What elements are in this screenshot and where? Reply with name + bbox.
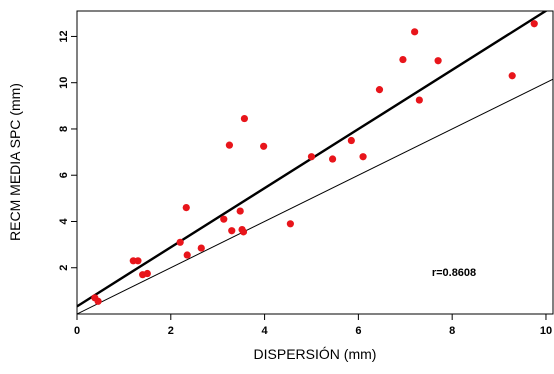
data-point [240, 114, 249, 123]
data-point [94, 297, 102, 305]
data-point [508, 72, 516, 80]
y-tick-label: 2 [58, 265, 70, 271]
y-tick-label: 12 [58, 30, 70, 42]
data-point [347, 136, 355, 145]
data-point [220, 215, 228, 223]
x-tick-label: 6 [355, 325, 361, 337]
data-point [225, 141, 234, 149]
lines-layer [77, 11, 553, 314]
data-point [260, 142, 268, 150]
data-point [182, 204, 190, 212]
data-point [239, 228, 248, 236]
data-point [197, 244, 205, 252]
y-tick-label: 10 [58, 77, 70, 89]
x-tick-label: 8 [449, 325, 455, 337]
y-tick-label: 8 [58, 126, 70, 132]
data-point [307, 153, 316, 161]
data-point [143, 269, 151, 278]
data-point [236, 207, 244, 215]
x-tick-label: 2 [168, 325, 174, 337]
data-point [183, 251, 191, 259]
data-point [399, 55, 407, 64]
y-axis-title: RECM MEDIA SPC (mm) [7, 83, 23, 241]
x-tick-label: 0 [74, 325, 80, 337]
x-tick-label: 10 [540, 325, 552, 337]
x-axis-title: DISPERSIÓN (mm) [254, 346, 377, 362]
data-point [359, 153, 367, 161]
data-point [286, 220, 294, 228]
data-point [530, 20, 538, 28]
data-point [176, 238, 184, 246]
data-point [328, 155, 337, 163]
data-point [228, 227, 236, 235]
data-point [411, 28, 419, 36]
plot-frame [76, 10, 554, 315]
x-tick-label: 4 [262, 325, 269, 337]
one-to-one-line [77, 78, 553, 314]
data-point [375, 86, 384, 94]
data-point [434, 57, 442, 65]
data-point [134, 257, 142, 265]
data-point [415, 96, 423, 104]
y-tick-label: 6 [58, 172, 70, 178]
x-axis: 0 2 4 6 8 10 [74, 314, 552, 337]
correlation-annotation: r=0.8608 [432, 267, 476, 279]
y-tick-label: 4 [58, 218, 70, 225]
y-axis: 2 4 6 8 10 12 [58, 30, 77, 271]
points-layer [91, 20, 538, 305]
